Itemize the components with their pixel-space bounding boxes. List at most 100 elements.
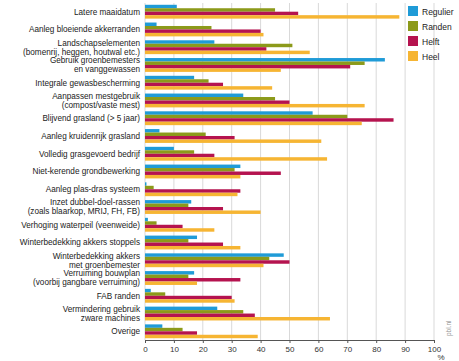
bar — [145, 281, 197, 284]
legend-label: Heel — [422, 52, 440, 62]
tick-label: 40 — [257, 345, 266, 354]
tick-label: Aanleg plas-dras systeem — [46, 185, 140, 194]
bar — [145, 94, 243, 97]
bar — [145, 104, 365, 107]
bar — [145, 5, 177, 8]
bar — [145, 328, 183, 331]
tick-label: 60 — [314, 345, 323, 354]
tick-label: Landschapselementen(bomenrij, heggen, ho… — [23, 39, 140, 57]
bar — [145, 207, 223, 210]
tick-label: Aanleg kruidenrijk grasland — [41, 132, 140, 141]
bar — [145, 200, 191, 203]
bar — [145, 317, 330, 320]
bar — [145, 260, 290, 263]
annotation: pbl.nl — [445, 320, 453, 336]
bar — [145, 12, 298, 15]
tick-mark — [261, 340, 262, 343]
grid — [145, 3, 434, 340]
bar — [145, 239, 188, 242]
legend-item: Randen — [408, 21, 452, 32]
grid-line — [318, 3, 319, 340]
tick-label: FAB randen — [97, 292, 141, 301]
legend-swatch — [408, 6, 418, 16]
tick: 100 — [428, 340, 442, 354]
bar — [145, 186, 154, 189]
series — [145, 8, 365, 331]
legend-label: Helft — [422, 37, 440, 47]
bar — [145, 76, 194, 79]
bar — [145, 193, 237, 196]
tick-mark — [232, 340, 233, 343]
bar — [145, 83, 223, 86]
bar — [145, 275, 188, 278]
tick-label: Blijvend grasland (> 5 jaar) — [42, 114, 140, 123]
bar — [145, 175, 240, 178]
bar — [145, 182, 146, 185]
bar — [145, 168, 235, 171]
grid-line — [376, 3, 377, 340]
x-axis: 0102030405060708090100 — [143, 340, 441, 354]
bar — [145, 133, 206, 136]
bar — [145, 189, 240, 192]
bar — [145, 118, 394, 121]
tick: 80 — [372, 340, 381, 354]
tick-label: Volledig grasgevoerd bedrijf — [39, 150, 141, 159]
tick-label: Vermindering gebruikzware machines — [63, 305, 141, 323]
bar — [145, 29, 261, 32]
tick: 10 — [170, 340, 179, 354]
tick-mark — [376, 340, 377, 343]
bar — [145, 44, 292, 47]
bar — [145, 40, 214, 43]
bar — [145, 324, 162, 327]
bar — [145, 310, 243, 313]
bar — [145, 243, 223, 246]
legend-item: Regulier — [408, 6, 454, 17]
bar — [145, 228, 214, 231]
bar — [145, 253, 284, 256]
tick-mark — [174, 340, 175, 343]
chart: 0102030405060708090100Latere maaidatumAa… — [0, 0, 459, 361]
bar — [145, 136, 235, 139]
bar — [145, 139, 321, 142]
tick-label: Winterbedekking akkersmet groenbemester — [53, 252, 141, 270]
bar — [145, 97, 275, 100]
bar — [145, 236, 197, 239]
legend-item: Heel — [408, 51, 440, 62]
tick-label: Niet-kerende grondbewerking — [33, 167, 141, 176]
bar — [145, 264, 263, 267]
tick-label: Verhoging waterpeil (veenweide) — [21, 221, 140, 230]
series — [145, 5, 385, 328]
bar — [145, 62, 365, 65]
tick-mark — [405, 340, 406, 343]
tick-label: Verruiming bouwplan(voorbij gangbare ver… — [33, 269, 140, 287]
tick: 50 — [286, 340, 295, 354]
bar — [145, 111, 313, 114]
bar — [145, 314, 255, 317]
bar — [145, 15, 399, 18]
tick: 0 — [143, 340, 148, 354]
bar — [145, 172, 281, 175]
tick-label: 30 — [228, 345, 237, 354]
bar — [145, 79, 209, 82]
bar — [145, 257, 269, 260]
legend-swatch — [408, 21, 418, 31]
tick-mark — [347, 340, 348, 343]
plot: 0102030405060708090100Latere maaidatumAa… — [20, 3, 442, 354]
bar — [145, 335, 258, 338]
tick-label: Winterbedekking akkers stoppels — [20, 238, 140, 247]
bar — [145, 51, 310, 54]
legend-swatch — [408, 36, 418, 46]
bar — [145, 331, 197, 334]
tick-mark — [290, 340, 291, 343]
tick-label: 70 — [343, 345, 352, 354]
bar — [145, 221, 157, 224]
grid-line — [347, 3, 348, 340]
axis-title: % — [437, 353, 444, 361]
bar — [145, 65, 350, 68]
tick-mark — [145, 340, 146, 343]
bar — [145, 86, 272, 89]
tick-label: Gebruik groenbemestersen vanggewassen — [50, 56, 141, 74]
bar — [145, 23, 157, 26]
bar — [145, 26, 211, 29]
legend-swatch — [408, 51, 418, 61]
